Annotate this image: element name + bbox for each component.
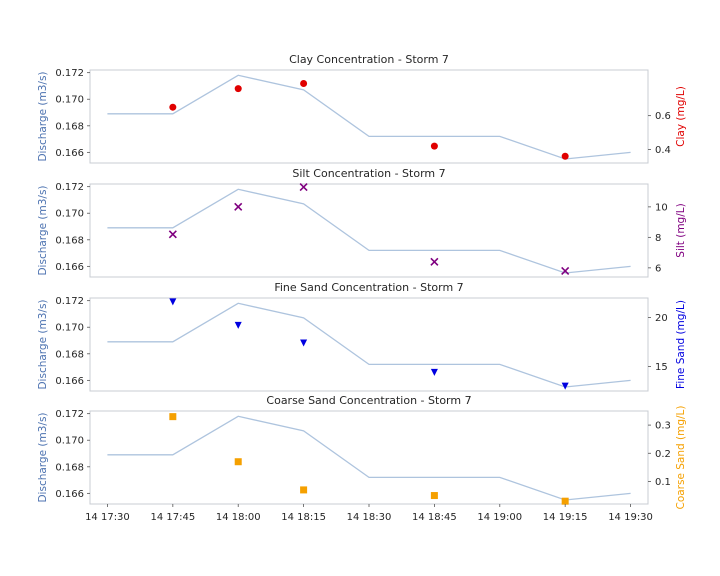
concentration-axis-label: Fine Sand (mg/L) xyxy=(675,300,687,389)
discharge-line xyxy=(107,188,631,274)
discharge-line xyxy=(107,74,631,160)
x-tick-label: 14 18:15 xyxy=(281,512,326,523)
y2-tick-label: 0.2 xyxy=(655,449,671,460)
y2-tick-label: 6 xyxy=(655,263,661,274)
plot-frame xyxy=(89,410,649,505)
panel-title: Fine Sand Concentration - Storm 7 xyxy=(274,281,463,294)
x-tick-label: 14 18:00 xyxy=(216,512,261,523)
concentration-point xyxy=(300,339,308,347)
discharge-axis-label: Discharge (m3/s) xyxy=(37,185,49,275)
y-tick-label: 0.170 xyxy=(55,209,84,220)
concentration-point xyxy=(430,492,438,500)
y2-tick-label: 0.6 xyxy=(655,111,671,122)
concentration-point xyxy=(169,413,177,421)
y-tick-label: 0.172 xyxy=(55,182,84,193)
concentration-point xyxy=(561,266,570,275)
y2-tick-label: 0.1 xyxy=(655,477,671,488)
concentration-point xyxy=(430,368,438,376)
concentration-point xyxy=(299,182,308,192)
concentration-point xyxy=(169,103,177,111)
y-tick-label: 0.170 xyxy=(55,323,84,334)
y2-tick-label: 8 xyxy=(655,233,661,244)
plot-frame xyxy=(89,183,649,278)
y2-tick-label: 0.3 xyxy=(655,421,671,432)
concentration-point xyxy=(561,152,569,160)
y-tick-label: 0.172 xyxy=(55,68,84,79)
y-tick-label: 0.172 xyxy=(55,409,84,420)
concentration-point xyxy=(430,142,438,150)
concentration-point xyxy=(561,382,569,390)
y2-tick-label: 15 xyxy=(655,362,668,373)
concentration-point xyxy=(234,85,242,93)
concentration-point xyxy=(169,298,177,306)
x-tick-label: 14 19:15 xyxy=(543,512,588,523)
y-tick-label: 0.166 xyxy=(55,262,84,273)
concentration-point xyxy=(430,257,439,266)
discharge-axis-label: Discharge (m3/s) xyxy=(37,412,49,502)
plot-frame xyxy=(89,69,649,164)
y2-tick-label: 0.4 xyxy=(655,145,671,156)
concentration-point xyxy=(234,202,243,211)
panel-3: Coarse Sand Concentration - Storm 7 0.166… xyxy=(37,394,687,523)
x-tick-label: 14 19:00 xyxy=(477,512,522,523)
concentration-point xyxy=(234,321,242,329)
y-tick-label: 0.170 xyxy=(55,436,84,447)
y-tick-label: 0.172 xyxy=(55,296,84,307)
x-tick-label: 14 17:45 xyxy=(150,512,195,523)
y-tick-label: 0.170 xyxy=(55,95,84,106)
discharge-axis-label: Discharge (m3/s) xyxy=(37,71,49,161)
y-tick-label: 0.166 xyxy=(55,148,84,159)
panel-title: Clay Concentration - Storm 7 xyxy=(289,53,449,66)
plot-frame xyxy=(89,297,649,392)
panel-0: Clay Concentration - Storm 7 0.166 0.168 0.… xyxy=(37,53,687,164)
concentration-point xyxy=(300,80,308,88)
y-tick-label: 0.168 xyxy=(55,235,84,246)
x-tick-label: 14 19:30 xyxy=(608,512,653,523)
concentration-point xyxy=(300,486,308,494)
y-tick-label: 0.166 xyxy=(55,376,84,387)
y2-tick-label: 20 xyxy=(655,313,668,324)
y-tick-label: 0.168 xyxy=(55,462,84,473)
concentration-axis-label: Clay (mg/L) xyxy=(675,86,687,147)
panel-title: Coarse Sand Concentration - Storm 7 xyxy=(266,394,471,407)
panel-2: Fine Sand Concentration - Storm 7 0.166 0.… xyxy=(37,281,687,392)
discharge-line xyxy=(107,302,631,388)
concentration-point xyxy=(234,458,242,466)
x-tick-label: 14 17:30 xyxy=(85,512,130,523)
discharge-axis-label: Discharge (m3/s) xyxy=(37,299,49,389)
y-tick-label: 0.166 xyxy=(55,489,84,500)
y-tick-label: 0.168 xyxy=(55,349,84,360)
concentration-point xyxy=(561,497,569,505)
discharge-line xyxy=(107,415,631,501)
concentration-axis-label: Coarse Sand (mg/L) xyxy=(675,405,687,509)
x-tick-label: 14 18:45 xyxy=(412,512,457,523)
concentration-point xyxy=(168,230,177,239)
panel-title: Silt Concentration - Storm 7 xyxy=(292,167,445,180)
concentration-axis-label: Silt (mg/L) xyxy=(675,203,687,257)
x-tick-label: 14 18:30 xyxy=(347,512,392,523)
panel-1: Silt Concentration - Storm 7 0.166 0.168 0.… xyxy=(37,167,687,278)
y2-tick-label: 10 xyxy=(655,202,668,213)
y-tick-label: 0.168 xyxy=(55,121,84,132)
